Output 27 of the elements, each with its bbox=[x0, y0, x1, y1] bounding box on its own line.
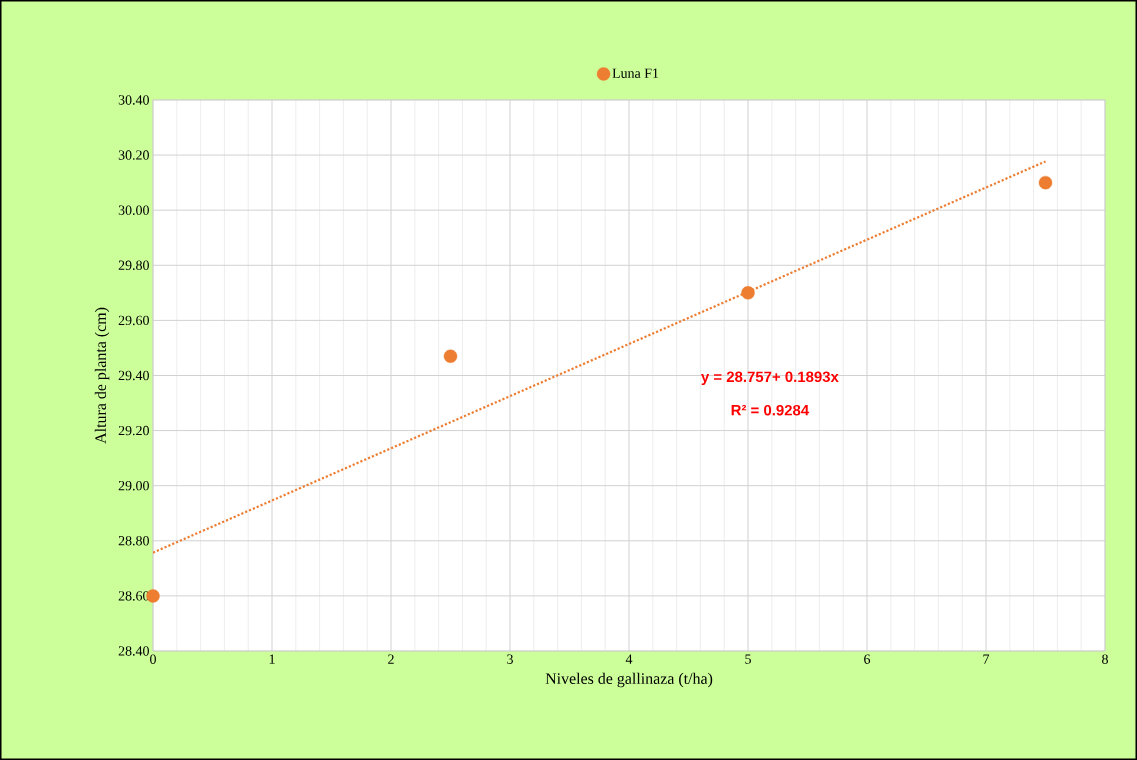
annotation: R² = 0.9284 bbox=[731, 404, 810, 416]
x-tick-label: 5 bbox=[745, 654, 751, 664]
y-tick-label: 29.60 bbox=[118, 315, 149, 326]
point bbox=[741, 286, 755, 300]
x-tick-label: 8 bbox=[1102, 654, 1108, 664]
y-tick-label: 28.40 bbox=[118, 646, 149, 656]
x-axis-title: Niveles de gallinaza (t/ha) bbox=[545, 672, 713, 688]
x-tick-label: 1 bbox=[269, 654, 275, 664]
y-tick-label: 29.80 bbox=[118, 260, 149, 271]
x-tick-label: 3 bbox=[507, 654, 513, 664]
y-tick-label: 29.20 bbox=[118, 425, 149, 436]
legend-label: Luna F1 bbox=[612, 68, 659, 78]
x-tick-label: 7 bbox=[983, 654, 990, 664]
x-tick-label: 2 bbox=[388, 654, 394, 664]
y-tick-label: 28.80 bbox=[118, 536, 149, 546]
y-tick-label: 30.20 bbox=[118, 150, 149, 160]
y-tick-label: 30.40 bbox=[118, 95, 149, 105]
y-tick-label: 29.00 bbox=[118, 480, 149, 491]
y-tick-label: 29.40 bbox=[118, 370, 149, 381]
y-axis-title: Altura de planta (cm) bbox=[94, 307, 110, 444]
x-tick-label: 6 bbox=[864, 654, 871, 664]
point bbox=[1038, 175, 1053, 190]
x-tick-label: 4 bbox=[625, 654, 633, 664]
x-tick-label: 0 bbox=[150, 654, 156, 664]
y-tick-label: 30.00 bbox=[118, 205, 149, 215]
point bbox=[443, 349, 458, 363]
annotation: y = 28.757+ 0.1893x bbox=[701, 371, 839, 385]
